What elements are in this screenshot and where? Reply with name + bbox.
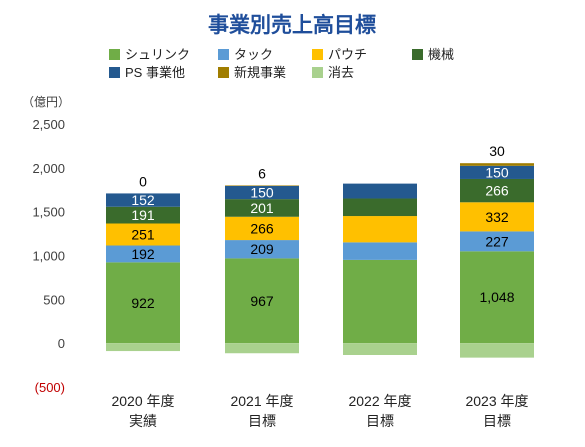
bars bbox=[106, 163, 534, 358]
legend-swatch bbox=[312, 67, 323, 78]
bar-segment bbox=[225, 185, 299, 186]
x-tick-sublabel: 目標 bbox=[366, 413, 394, 429]
data-label: 192 bbox=[131, 246, 155, 262]
data-label: 227 bbox=[485, 233, 509, 249]
bar-segment bbox=[460, 231, 534, 252]
bar-segment bbox=[106, 343, 180, 352]
bar-segment bbox=[460, 343, 534, 358]
bar-segment bbox=[460, 165, 534, 179]
bar-segment bbox=[460, 178, 534, 203]
bar-segment bbox=[460, 163, 534, 166]
y-tick-label: 0 bbox=[58, 336, 65, 351]
bar-segment bbox=[225, 343, 299, 354]
y-tick-label: 2,500 bbox=[32, 117, 65, 132]
x-tick-label: 2020 年度 bbox=[111, 393, 174, 409]
legend-swatch bbox=[218, 67, 229, 78]
data-label: 266 bbox=[485, 183, 509, 199]
legend-swatch bbox=[109, 67, 120, 78]
bar-segment bbox=[106, 262, 180, 344]
bar-segment bbox=[225, 185, 299, 200]
legend-swatch bbox=[218, 49, 229, 60]
bar-segment bbox=[225, 199, 299, 217]
legend: シュリンク タック パウチ 機械 PS 事業他 新規事業 消去 bbox=[109, 47, 454, 80]
data-label: 150 bbox=[250, 185, 274, 201]
bar-segment bbox=[106, 223, 180, 246]
data-label: 0 bbox=[139, 173, 147, 189]
bar-segment bbox=[225, 240, 299, 259]
legend-label: シュリンク bbox=[125, 47, 190, 62]
bar-segment bbox=[343, 343, 417, 356]
x-tick-label: 2023 年度 bbox=[465, 393, 528, 409]
data-label: 922 bbox=[131, 295, 155, 311]
y-tick-label: 1,000 bbox=[32, 249, 65, 264]
bar-segment bbox=[106, 245, 180, 263]
legend-swatch bbox=[312, 49, 323, 60]
x-tick-label: 2022 年度 bbox=[348, 393, 411, 409]
bar-segment bbox=[225, 216, 299, 241]
legend-label: 消去 bbox=[328, 65, 354, 80]
y-axis-unit: （億円） bbox=[22, 95, 70, 109]
data-label: 150 bbox=[485, 164, 509, 180]
chart-title: 事業別売上高目標 bbox=[208, 13, 376, 37]
data-label: 332 bbox=[485, 209, 509, 225]
y-tick-label: (500) bbox=[35, 380, 65, 395]
data-labels: 922192251191152096720926620115061,048227… bbox=[131, 143, 514, 311]
bar-segment bbox=[343, 259, 417, 344]
bar-segment bbox=[343, 198, 417, 217]
bar-segment bbox=[106, 206, 180, 224]
data-label: 1,048 bbox=[479, 289, 514, 305]
x-tick-sublabel: 実績 bbox=[129, 413, 157, 429]
y-tick-label: 1,500 bbox=[32, 205, 65, 220]
legend-label: 機械 bbox=[428, 47, 454, 62]
y-axis-ticks: 2,500 2,000 1,500 1,000 500 0 (500) bbox=[32, 117, 65, 395]
data-label: 209 bbox=[250, 241, 274, 257]
data-label: 201 bbox=[250, 200, 274, 216]
data-label: 251 bbox=[131, 227, 155, 243]
data-label: 6 bbox=[258, 165, 266, 181]
bar-segment bbox=[225, 258, 299, 344]
legend-label: パウチ bbox=[328, 47, 367, 62]
legend-label: 新規事業 bbox=[234, 65, 286, 80]
y-tick-label: 500 bbox=[43, 292, 65, 307]
x-tick-label: 2021 年度 bbox=[230, 393, 293, 409]
data-label: 30 bbox=[489, 143, 505, 159]
data-label: 266 bbox=[250, 220, 274, 236]
bar-segment bbox=[343, 216, 417, 243]
bar-segment bbox=[460, 202, 534, 232]
legend-label: PS 事業他 bbox=[125, 65, 185, 80]
bar-segment bbox=[460, 251, 534, 344]
legend-swatch bbox=[412, 49, 423, 60]
x-tick-sublabel: 目標 bbox=[483, 413, 511, 429]
bar-segment bbox=[343, 242, 417, 260]
legend-label: タック bbox=[234, 47, 273, 62]
bar-segment bbox=[106, 193, 180, 207]
data-label: 152 bbox=[131, 192, 155, 208]
legend-swatch bbox=[109, 49, 120, 60]
bar-segment bbox=[343, 183, 417, 199]
data-label: 191 bbox=[131, 207, 155, 223]
x-tick-sublabel: 目標 bbox=[248, 413, 276, 429]
data-label: 967 bbox=[250, 293, 274, 309]
y-tick-label: 2,000 bbox=[32, 161, 65, 176]
